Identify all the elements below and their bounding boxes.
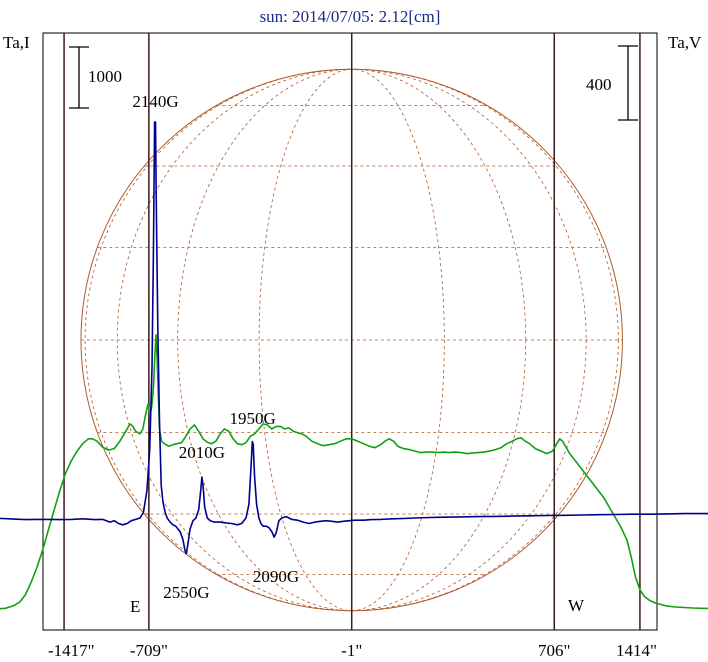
chart-title: sun: 2014/07/05: 2.12[cm] [260, 7, 441, 26]
limb-label-west: W [568, 596, 585, 615]
field-annotation: 2010G [179, 443, 225, 462]
x-tick-label: -709" [130, 641, 168, 660]
series-line-stokes-v [0, 121, 708, 555]
vertical-guides [63, 33, 641, 630]
x-tick-label: -1417" [48, 641, 95, 660]
series-line-stokes-i [0, 333, 708, 610]
right-scale-bar-label: 400 [586, 75, 612, 94]
left-axis-label: Ta,I [3, 33, 30, 52]
plot-frame [42, 32, 658, 631]
left-scale-bar: 1000 [69, 46, 122, 109]
right-scale-bar: 400 [586, 45, 638, 121]
x-tick-label: 1414" [616, 641, 657, 660]
x-tick-label: 706" [538, 641, 570, 660]
longitude-gridline [177, 68, 527, 612]
left-scale-bar-label: 1000 [88, 67, 122, 86]
x-tick-label: -1" [341, 641, 362, 660]
right-axis-label: Ta,V [668, 33, 702, 52]
field-annotation: 2140G [132, 92, 178, 111]
series-lines [0, 121, 708, 610]
field-annotation: 2550G [163, 583, 209, 602]
x-axis-ticks: -1417" -709" -1" 706" 1414" [48, 641, 657, 660]
field-annotation: 1950G [229, 409, 275, 428]
limb-label-east: E [130, 597, 140, 616]
field-annotation: 2090G [253, 567, 299, 586]
